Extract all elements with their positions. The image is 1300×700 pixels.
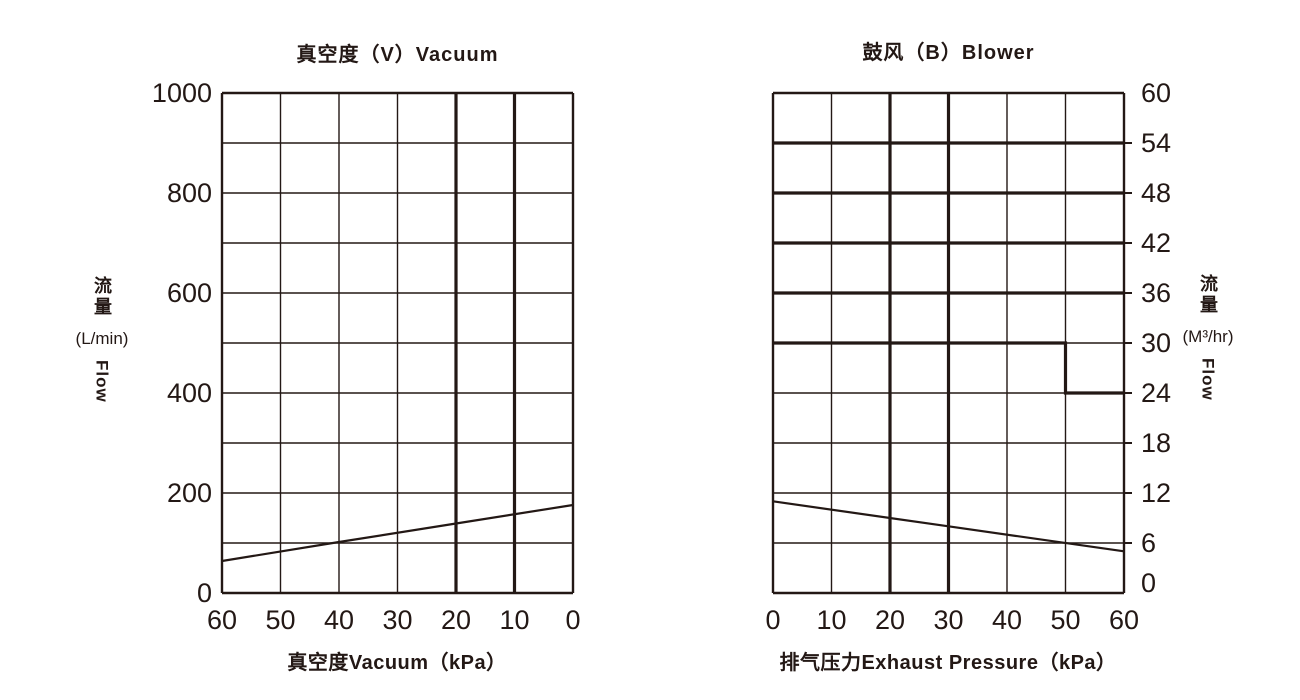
flow-label-cn: 流量	[1198, 274, 1218, 316]
flow-step-envelope	[773, 341, 1124, 395]
x-tick-label: 40	[992, 605, 1022, 635]
y-tick-label: 36	[1141, 278, 1171, 308]
vacuum-x-axis-title: 真空度Vacuum（kPa）	[287, 652, 507, 674]
x-tick-label: 30	[933, 605, 963, 635]
vacuum-chart-title: 真空度（V）Vacuum	[296, 44, 499, 66]
x-tick-label: 0	[565, 605, 580, 635]
y-tick-label: 24	[1141, 378, 1171, 408]
x-tick-label: 10	[499, 605, 529, 635]
x-tick-label: 40	[324, 605, 354, 635]
flow-unit-label: (M³/hr)	[1182, 327, 1234, 346]
x-tick-label: 60	[1109, 605, 1139, 635]
y-tick-label: 0	[197, 578, 212, 608]
y-tick-label: 200	[167, 478, 212, 508]
x-tick-label: 20	[875, 605, 905, 635]
x-tick-label: 0	[765, 605, 780, 635]
blower-chart-title: 鼓风（B）Blower	[862, 42, 1035, 64]
y-tick-label: 600	[167, 278, 212, 308]
y-tick-label: 800	[167, 178, 212, 208]
vacuum-flow-curve	[221, 503, 574, 563]
x-tick-label: 50	[265, 605, 295, 635]
blower-flow-curve	[772, 500, 1125, 553]
y-tick-label: 18	[1141, 428, 1171, 458]
flow-label-en: Flow	[1198, 358, 1218, 401]
x-tick-label: 20	[441, 605, 471, 635]
flow-unit-label: (L/min)	[75, 329, 129, 348]
x-tick-label: 10	[816, 605, 846, 635]
y-tick-label: 54	[1141, 128, 1171, 158]
y-tick-label: 400	[167, 378, 212, 408]
x-tick-label: 30	[382, 605, 412, 635]
vacuum-y-axis-label: 流量 (L/min) Flow	[50, 276, 154, 403]
flow-label-cn: 流量	[92, 276, 112, 318]
x-tick-label: 60	[207, 605, 237, 635]
blower-x-axis-title: 排气压力Exhaust Pressure（kPa）	[779, 652, 1117, 674]
y-tick-label: 12	[1141, 478, 1171, 508]
flow-label-en: Flow	[92, 360, 112, 403]
y-tick-label: 1000	[152, 78, 212, 108]
y-tick-label: 48	[1141, 178, 1171, 208]
blower-y-axis-label: 流量 (M³/hr) Flow	[1156, 274, 1260, 401]
y-tick-label: 60	[1141, 78, 1171, 108]
y-tick-label: 0	[1141, 568, 1156, 598]
x-tick-label: 50	[1050, 605, 1080, 635]
y-tick-label: 42	[1141, 228, 1171, 258]
y-tick-label: 6	[1141, 528, 1156, 558]
y-tick-label: 30	[1141, 328, 1171, 358]
